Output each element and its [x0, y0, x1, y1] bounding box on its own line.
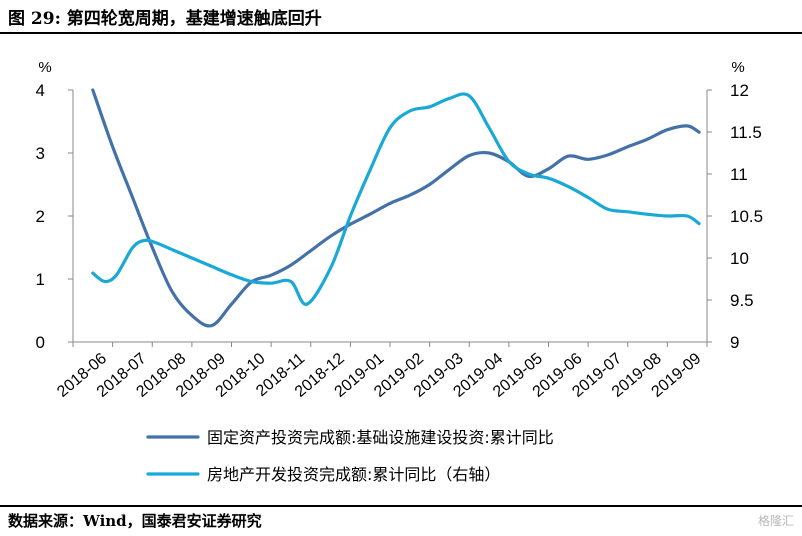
right-axis-tick-label: 12: [730, 81, 749, 100]
left-axis-tick-label: 2: [36, 207, 45, 226]
right-axis-tick-label: 11.5: [730, 123, 762, 142]
left-axis-unit: %: [38, 59, 51, 76]
left-axis-tick-label: 3: [36, 144, 45, 163]
right-axis-unit: %: [731, 59, 744, 76]
line-chart: 01234%99.51010.51111.512%2018-062018-072…: [36, 59, 764, 484]
right-axis-tick-label: 10: [730, 249, 749, 268]
chart-legend: 固定资产投资完成额:基础设施建设投资:累计同比房地产开发投资完成额:累计同比（右…: [146, 428, 554, 484]
source-note: 数据来源：Wind，国泰君安证券研究: [8, 512, 262, 530]
right-axis-tick-label: 9.5: [730, 291, 754, 310]
legend-label: 固定资产投资完成额:基础设施建设投资:累计同比: [207, 428, 554, 447]
series-layer: [91, 88, 701, 328]
source-rule: [0, 505, 802, 507]
title-rule: [0, 32, 802, 34]
left-axis-tick-label: 1: [36, 270, 45, 289]
left-axis-tick-label: 0: [36, 333, 45, 352]
series-line-real-estate: [91, 92, 701, 306]
watermark: 格隆汇: [757, 514, 794, 528]
left-axis-tick-label: 4: [36, 81, 45, 100]
series-line-infrastructure: [91, 88, 701, 328]
right-axis-tick-label: 9: [730, 333, 739, 352]
figure-title: 图 29: 第四轮宽周期，基建增速触底回升: [8, 9, 322, 29]
right-axis-tick-label: 10.5: [730, 207, 763, 226]
right-axis-tick-label: 11: [730, 165, 748, 184]
legend-label: 房地产开发投资完成额:累计同比（右轴）: [207, 465, 500, 484]
